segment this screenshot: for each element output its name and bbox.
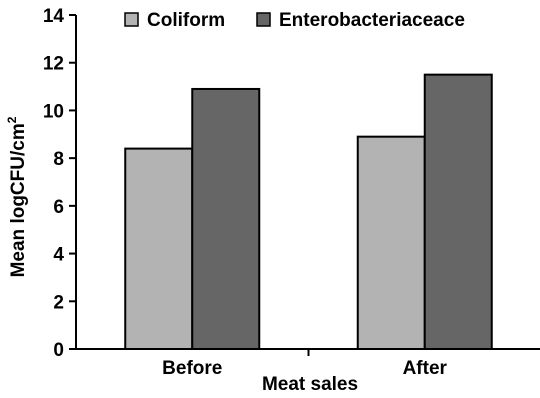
x-category-label: After — [403, 358, 448, 379]
y-tick-label: 10 — [43, 101, 64, 122]
legend: Coliform Enterobacteriaceace — [124, 10, 465, 31]
bar-enterobacteriaceace-before — [191, 87, 261, 350]
x-category-label: Before — [162, 358, 222, 379]
bar-enterobacteriaceace-after — [423, 73, 493, 351]
y-ticks: 0 2 4 6 8 10 12 14 — [43, 6, 76, 361]
legend-label: Coliform — [147, 10, 225, 31]
y-tick-label: 12 — [43, 54, 64, 75]
bar-coliform-before — [124, 147, 194, 350]
y-tick-label: 8 — [53, 149, 64, 170]
legend-swatch — [124, 12, 139, 27]
y-tick-label: 4 — [53, 245, 64, 266]
y-axis-title-superscript: 2 — [5, 116, 19, 123]
x-axis-title: Meat sales — [262, 374, 358, 395]
bar-coliform-after — [356, 135, 426, 350]
y-tick-label: 14 — [43, 6, 65, 27]
y-axis-title: Mean logCFU/cm2 — [5, 116, 29, 277]
y-tick-label: 0 — [53, 340, 64, 361]
legend-label: Enterobacteriaceace — [279, 10, 465, 31]
y-tick-label: 2 — [53, 292, 64, 313]
y-tick-label: 6 — [53, 197, 64, 218]
x-ticks: Before After — [162, 349, 448, 379]
bars-layer — [124, 73, 493, 351]
legend-swatch — [256, 12, 271, 27]
